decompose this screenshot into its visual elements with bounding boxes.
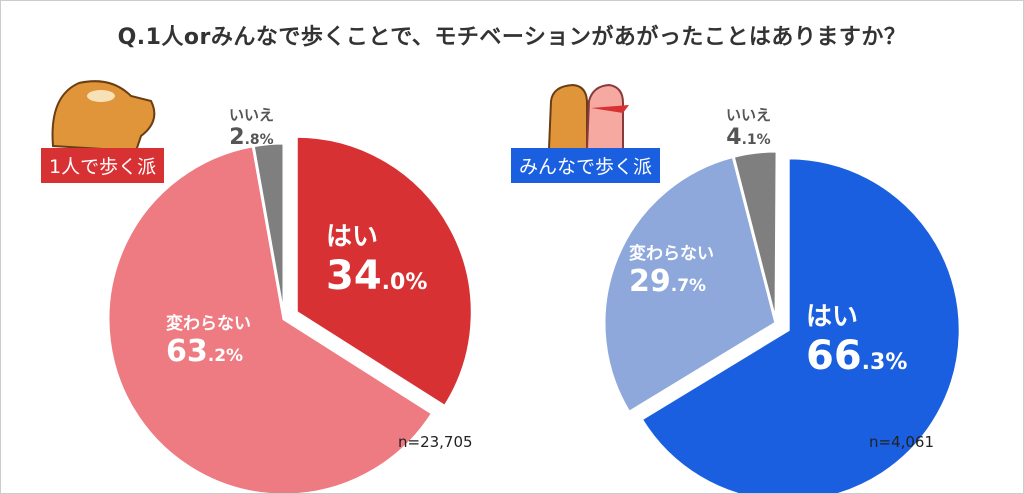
group-badge: 1人で歩く派 xyxy=(41,148,165,183)
sample-size: n=4,061 xyxy=(869,433,935,451)
slice-name: いいえ xyxy=(229,106,275,124)
slice-value: 66.3% xyxy=(806,333,908,379)
slice-label: いいえ 4.1% xyxy=(726,104,771,150)
slice-value: 4.1% xyxy=(726,125,771,150)
slice-label: はい 66.3% xyxy=(806,296,907,379)
mascot-group xyxy=(547,83,629,150)
pie-slice-0-1 xyxy=(106,143,435,493)
slice-label: 変わらない 29.7% xyxy=(629,239,714,299)
slice-value: 34.0% xyxy=(326,253,428,299)
slice-value: 63.2% xyxy=(166,334,244,369)
pie-slice-1-0 xyxy=(639,156,962,493)
slice-label: 変わらない 63.2% xyxy=(166,309,251,369)
slice-name: 変わらない xyxy=(629,244,714,264)
pie-slice-0-0 xyxy=(294,134,474,409)
chart-title: Q.1人orみんなで歩くことで、モチベーションがあがったことはありますか？ xyxy=(117,25,907,50)
slice-name: 変わらない xyxy=(166,314,251,334)
slice-name: はい xyxy=(326,222,379,252)
group-badge: みんなで歩く派 xyxy=(511,148,661,183)
mascot-single xyxy=(51,80,156,153)
pie-slice-0-2 xyxy=(251,141,286,320)
slice-value: 2.8% xyxy=(229,125,274,150)
slice-name: いいえ xyxy=(726,106,772,124)
slice-value: 29.7% xyxy=(629,264,707,299)
slice-label: いいえ 2.8% xyxy=(229,104,274,150)
sample-size: n=23,705 xyxy=(398,433,473,451)
slice-name: はい xyxy=(806,302,859,332)
slice-label: はい 34.0% xyxy=(326,216,427,299)
pie-slice-1-2 xyxy=(731,149,779,324)
pie-slice-1-1 xyxy=(602,154,778,415)
